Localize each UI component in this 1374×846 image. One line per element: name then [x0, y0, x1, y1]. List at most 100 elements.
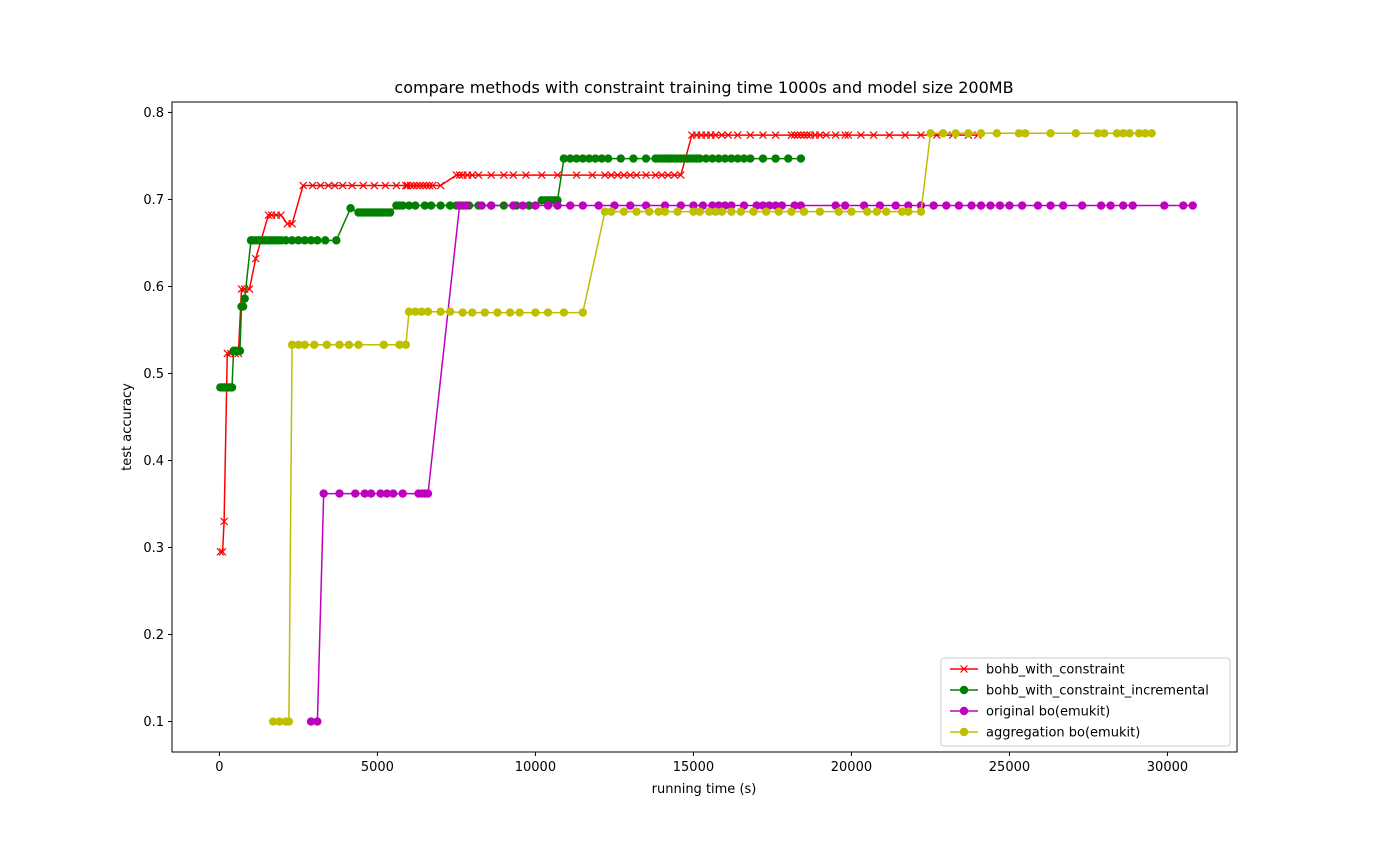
data-point	[316, 181, 325, 190]
data-point	[360, 489, 369, 498]
data-point	[1106, 201, 1115, 210]
data-point	[287, 236, 297, 245]
data-point	[761, 207, 771, 216]
data-point	[543, 308, 553, 317]
data-point	[486, 201, 496, 210]
data-point	[929, 201, 938, 210]
legend-item-0: bohb_with_constraint	[950, 663, 1125, 678]
data-point	[660, 207, 670, 216]
data-point	[1100, 129, 1109, 138]
legend-marker	[959, 727, 969, 737]
data-point	[724, 131, 733, 139]
data-point	[509, 201, 518, 210]
data-point	[436, 201, 445, 210]
x-tick-label: 0	[215, 760, 223, 775]
data-point	[238, 302, 248, 311]
data-point	[632, 207, 641, 216]
data-point	[904, 207, 913, 216]
data-point	[235, 346, 245, 356]
data-point	[951, 129, 960, 138]
data-point	[277, 211, 285, 220]
data-point	[300, 340, 309, 349]
data-point	[509, 171, 518, 180]
data-point	[1096, 201, 1106, 210]
legend-label: bohb_with_constraint_incremental	[986, 684, 1209, 699]
data-point	[426, 201, 436, 210]
data-point	[425, 181, 434, 190]
legend-item-2: original bo(emukit)	[950, 705, 1110, 720]
data-point	[613, 171, 622, 180]
data-point	[477, 201, 486, 210]
data-point	[499, 171, 508, 180]
data-point	[844, 131, 853, 139]
data-point	[578, 154, 588, 163]
data-point	[306, 717, 316, 726]
data-point	[428, 181, 437, 190]
data-point	[904, 201, 913, 210]
data-point	[543, 201, 553, 210]
data-point	[565, 201, 575, 210]
data-point	[420, 201, 430, 210]
data-point	[1147, 129, 1156, 138]
data-point	[412, 181, 421, 190]
legend-marker	[959, 685, 969, 695]
data-point	[553, 171, 562, 180]
x-tick-label: 25000	[989, 760, 1030, 775]
data-point	[720, 154, 730, 163]
data-point	[417, 307, 426, 316]
data-point	[746, 154, 755, 163]
data-point	[632, 171, 641, 180]
data-point	[330, 181, 339, 190]
data-point	[746, 131, 755, 139]
data-point	[381, 181, 390, 190]
data-point	[834, 207, 844, 216]
data-point	[869, 131, 878, 139]
data-point	[626, 171, 635, 180]
legend-marker	[959, 706, 969, 716]
data-point	[294, 236, 303, 245]
data-point	[787, 131, 796, 139]
data-point	[815, 207, 825, 216]
data-point	[445, 201, 455, 210]
data-point	[651, 171, 660, 180]
data-point	[976, 129, 986, 138]
data-point	[727, 207, 736, 216]
data-point	[284, 717, 294, 726]
data-point	[319, 489, 328, 498]
data-point	[474, 171, 483, 180]
axes-frame	[171, 101, 1238, 753]
data-point	[245, 285, 254, 294]
data-point	[774, 207, 783, 216]
data-point	[335, 340, 344, 349]
data-point	[458, 308, 467, 317]
data-point	[954, 201, 964, 210]
data-point	[619, 171, 628, 180]
chart-title: compare methods with constraint training…	[394, 78, 1013, 97]
data-point	[559, 154, 569, 163]
data-point	[644, 207, 654, 216]
data-point	[759, 131, 767, 139]
data-point	[926, 129, 935, 138]
data-point	[468, 171, 477, 180]
data-point	[406, 181, 415, 190]
y-tick-label: 0.4	[143, 454, 164, 469]
data-point	[531, 201, 540, 210]
data-point	[976, 201, 986, 210]
data-point	[332, 236, 341, 245]
data-point	[942, 201, 951, 210]
legend-marker	[960, 665, 968, 673]
data-point	[1141, 129, 1150, 138]
data-point	[572, 154, 581, 163]
data-point	[771, 154, 780, 163]
data-point	[717, 131, 726, 139]
data-point	[591, 154, 600, 163]
y-axis-label: test accuracy	[120, 383, 135, 471]
data-point	[657, 171, 666, 180]
data-point	[515, 308, 524, 317]
data-point	[468, 308, 477, 317]
data-point	[676, 171, 685, 180]
data-point	[607, 207, 616, 216]
data-point	[505, 308, 515, 317]
data-point	[308, 181, 317, 190]
data-point	[404, 201, 414, 210]
